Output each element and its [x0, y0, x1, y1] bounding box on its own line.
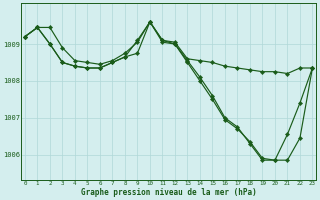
X-axis label: Graphe pression niveau de la mer (hPa): Graphe pression niveau de la mer (hPa)	[81, 188, 257, 197]
